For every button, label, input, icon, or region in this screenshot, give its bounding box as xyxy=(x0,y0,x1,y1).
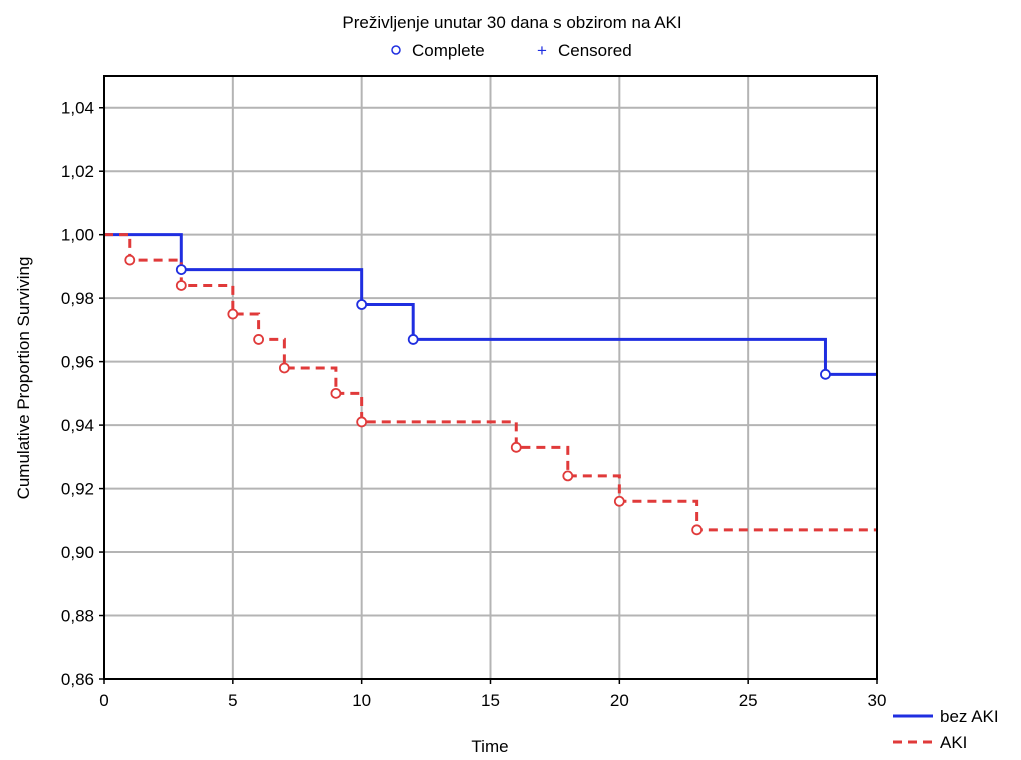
y-tick-label: 0,94 xyxy=(61,416,94,435)
legend-label-bez-aki: bez AKI xyxy=(940,707,999,726)
x-tick-label: 0 xyxy=(99,691,108,710)
y-tick-label: 1,00 xyxy=(61,226,94,245)
x-tick-label: 10 xyxy=(352,691,371,710)
complete-marker-aki xyxy=(124,254,136,266)
complete-marker-aki xyxy=(253,334,265,345)
x-tick-label: 20 xyxy=(610,691,629,710)
complete-marker-aki xyxy=(510,441,522,453)
y-tick-label: 0,88 xyxy=(61,607,94,626)
y-axis-label: Cumulative Proportion Surviving xyxy=(14,257,33,500)
complete-marker-aki xyxy=(613,495,625,507)
complete-marker-aki xyxy=(227,308,239,320)
complete-markers xyxy=(124,254,831,536)
complete-marker-bez-aki xyxy=(407,334,419,345)
series-line-bez-aki xyxy=(104,233,877,376)
y-tick-label: 0,96 xyxy=(61,353,94,372)
x-axis-ticks: 0 5 10 15 20 25 30 xyxy=(99,679,886,710)
complete-marker-bez-aki xyxy=(175,264,187,275)
chart-title: Preživljenje unutar 30 dana s obzirom na… xyxy=(342,13,681,32)
complete-legend-label: Complete xyxy=(412,41,485,60)
y-tick-label: 0,98 xyxy=(61,289,94,308)
y-tick-label: 1,02 xyxy=(61,162,94,181)
y-tick-label: 0,92 xyxy=(61,480,94,499)
complete-marker-aki xyxy=(562,470,574,482)
x-tick-label: 30 xyxy=(868,691,887,710)
x-tick-label: 15 xyxy=(481,691,500,710)
censored-marker-icon: + xyxy=(537,41,547,60)
marker-legend: Complete + Censored xyxy=(391,41,632,60)
complete-marker-aki xyxy=(278,362,290,374)
grid-lines xyxy=(104,76,877,679)
y-tick-label: 1,04 xyxy=(61,99,94,118)
y-tick-label: 0,86 xyxy=(61,670,94,689)
series-legend: bez AKI AKI xyxy=(893,707,999,752)
legend-label-aki: AKI xyxy=(940,733,967,752)
x-axis-label: Time xyxy=(471,737,508,756)
complete-marker-bez-aki xyxy=(820,368,831,380)
complete-marker-aki xyxy=(175,280,187,291)
complete-marker-aki xyxy=(691,524,703,536)
plot-frame xyxy=(103,75,878,680)
x-tick-label: 5 xyxy=(228,691,237,710)
y-tick-label: 0,90 xyxy=(61,543,94,562)
complete-marker-icon xyxy=(391,45,401,55)
x-tick-label: 25 xyxy=(739,691,758,710)
complete-marker-aki xyxy=(356,416,368,428)
complete-marker-aki xyxy=(330,387,342,399)
censored-legend-label: Censored xyxy=(558,41,632,60)
y-axis-ticks: 0,86 0,88 0,90 0,92 0,94 0,96 0,98 1,00 1,02 1,04 xyxy=(61,99,104,689)
complete-marker-bez-aki xyxy=(356,299,368,310)
